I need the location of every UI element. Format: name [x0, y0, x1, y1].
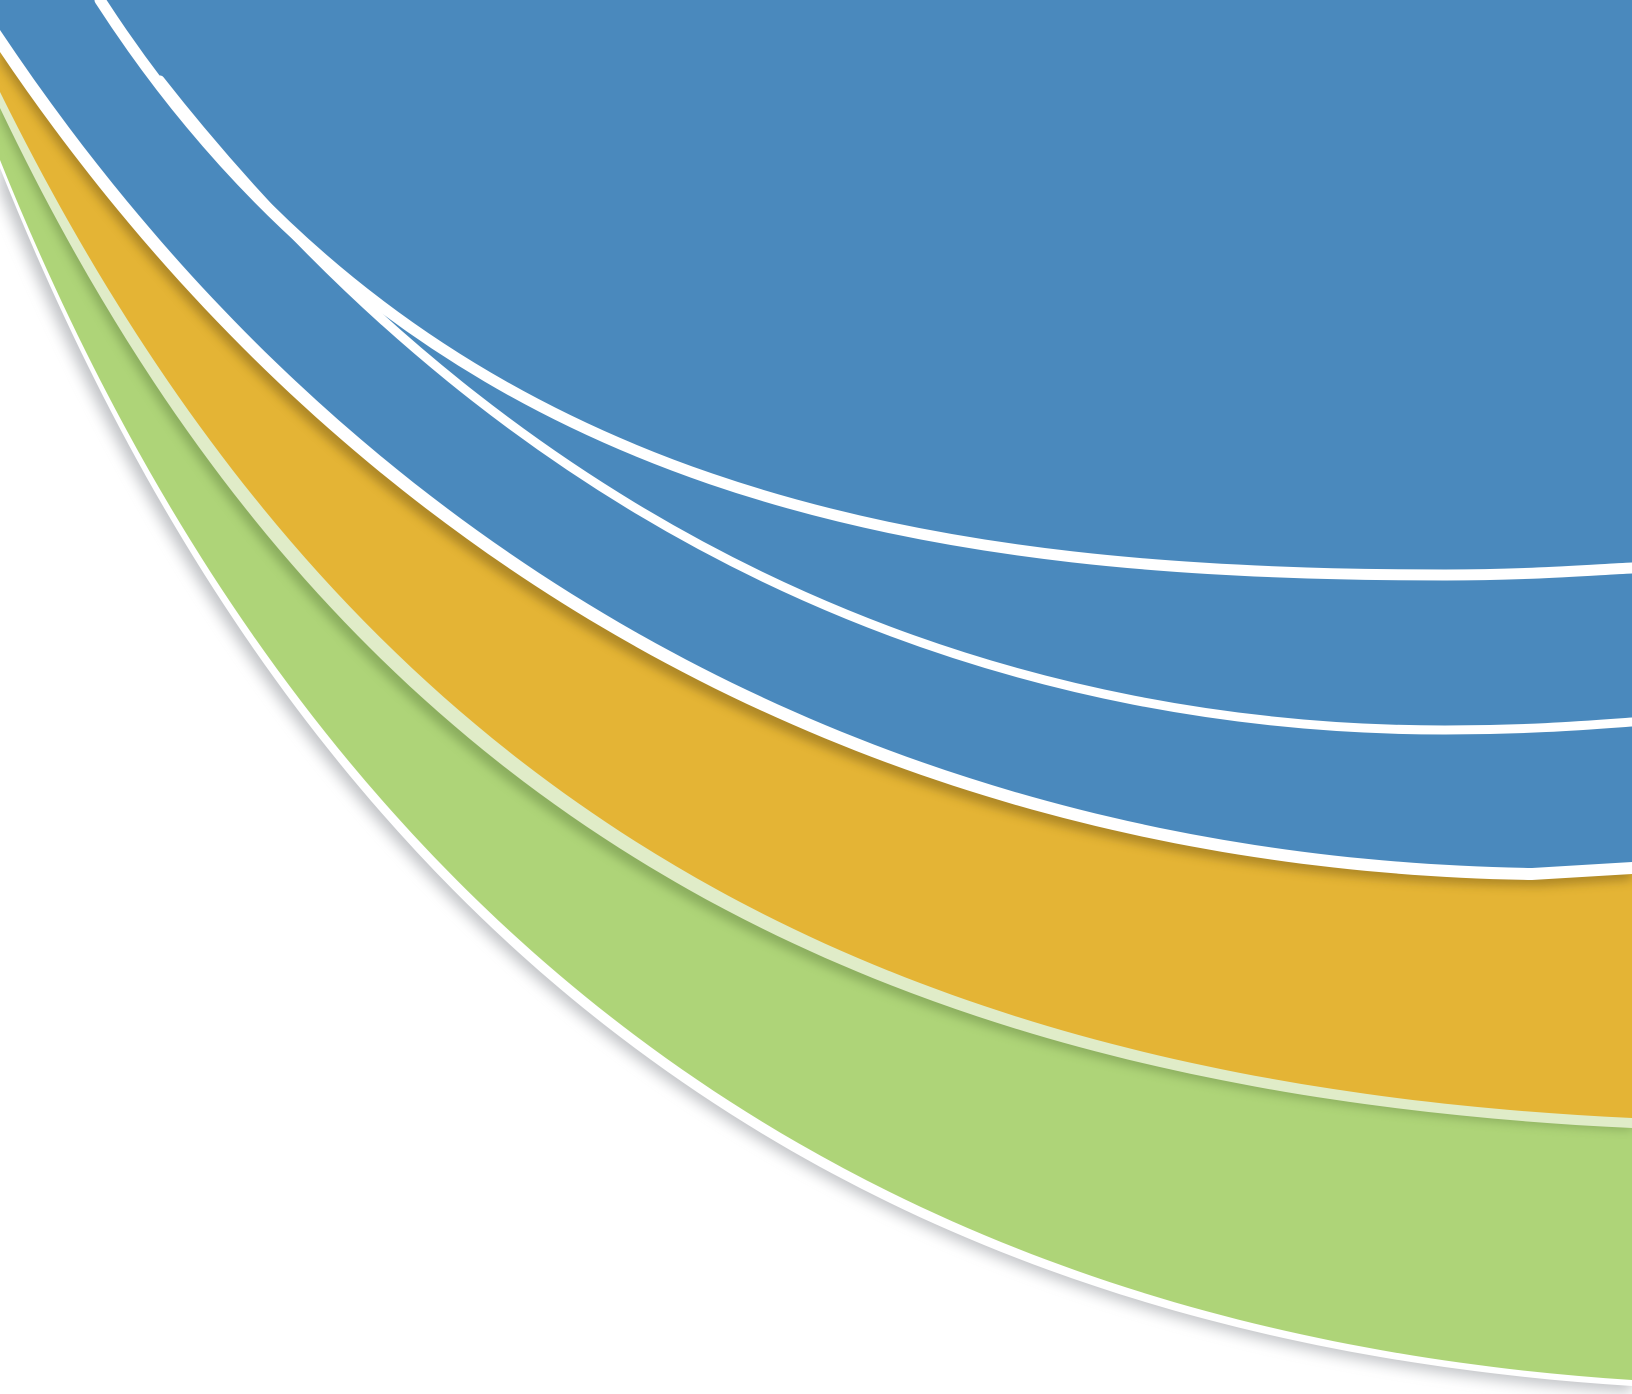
blue-band [0, 0, 1632, 868]
white-line-upper [94, 0, 1632, 581]
white-line-middle [155, 75, 1632, 735]
